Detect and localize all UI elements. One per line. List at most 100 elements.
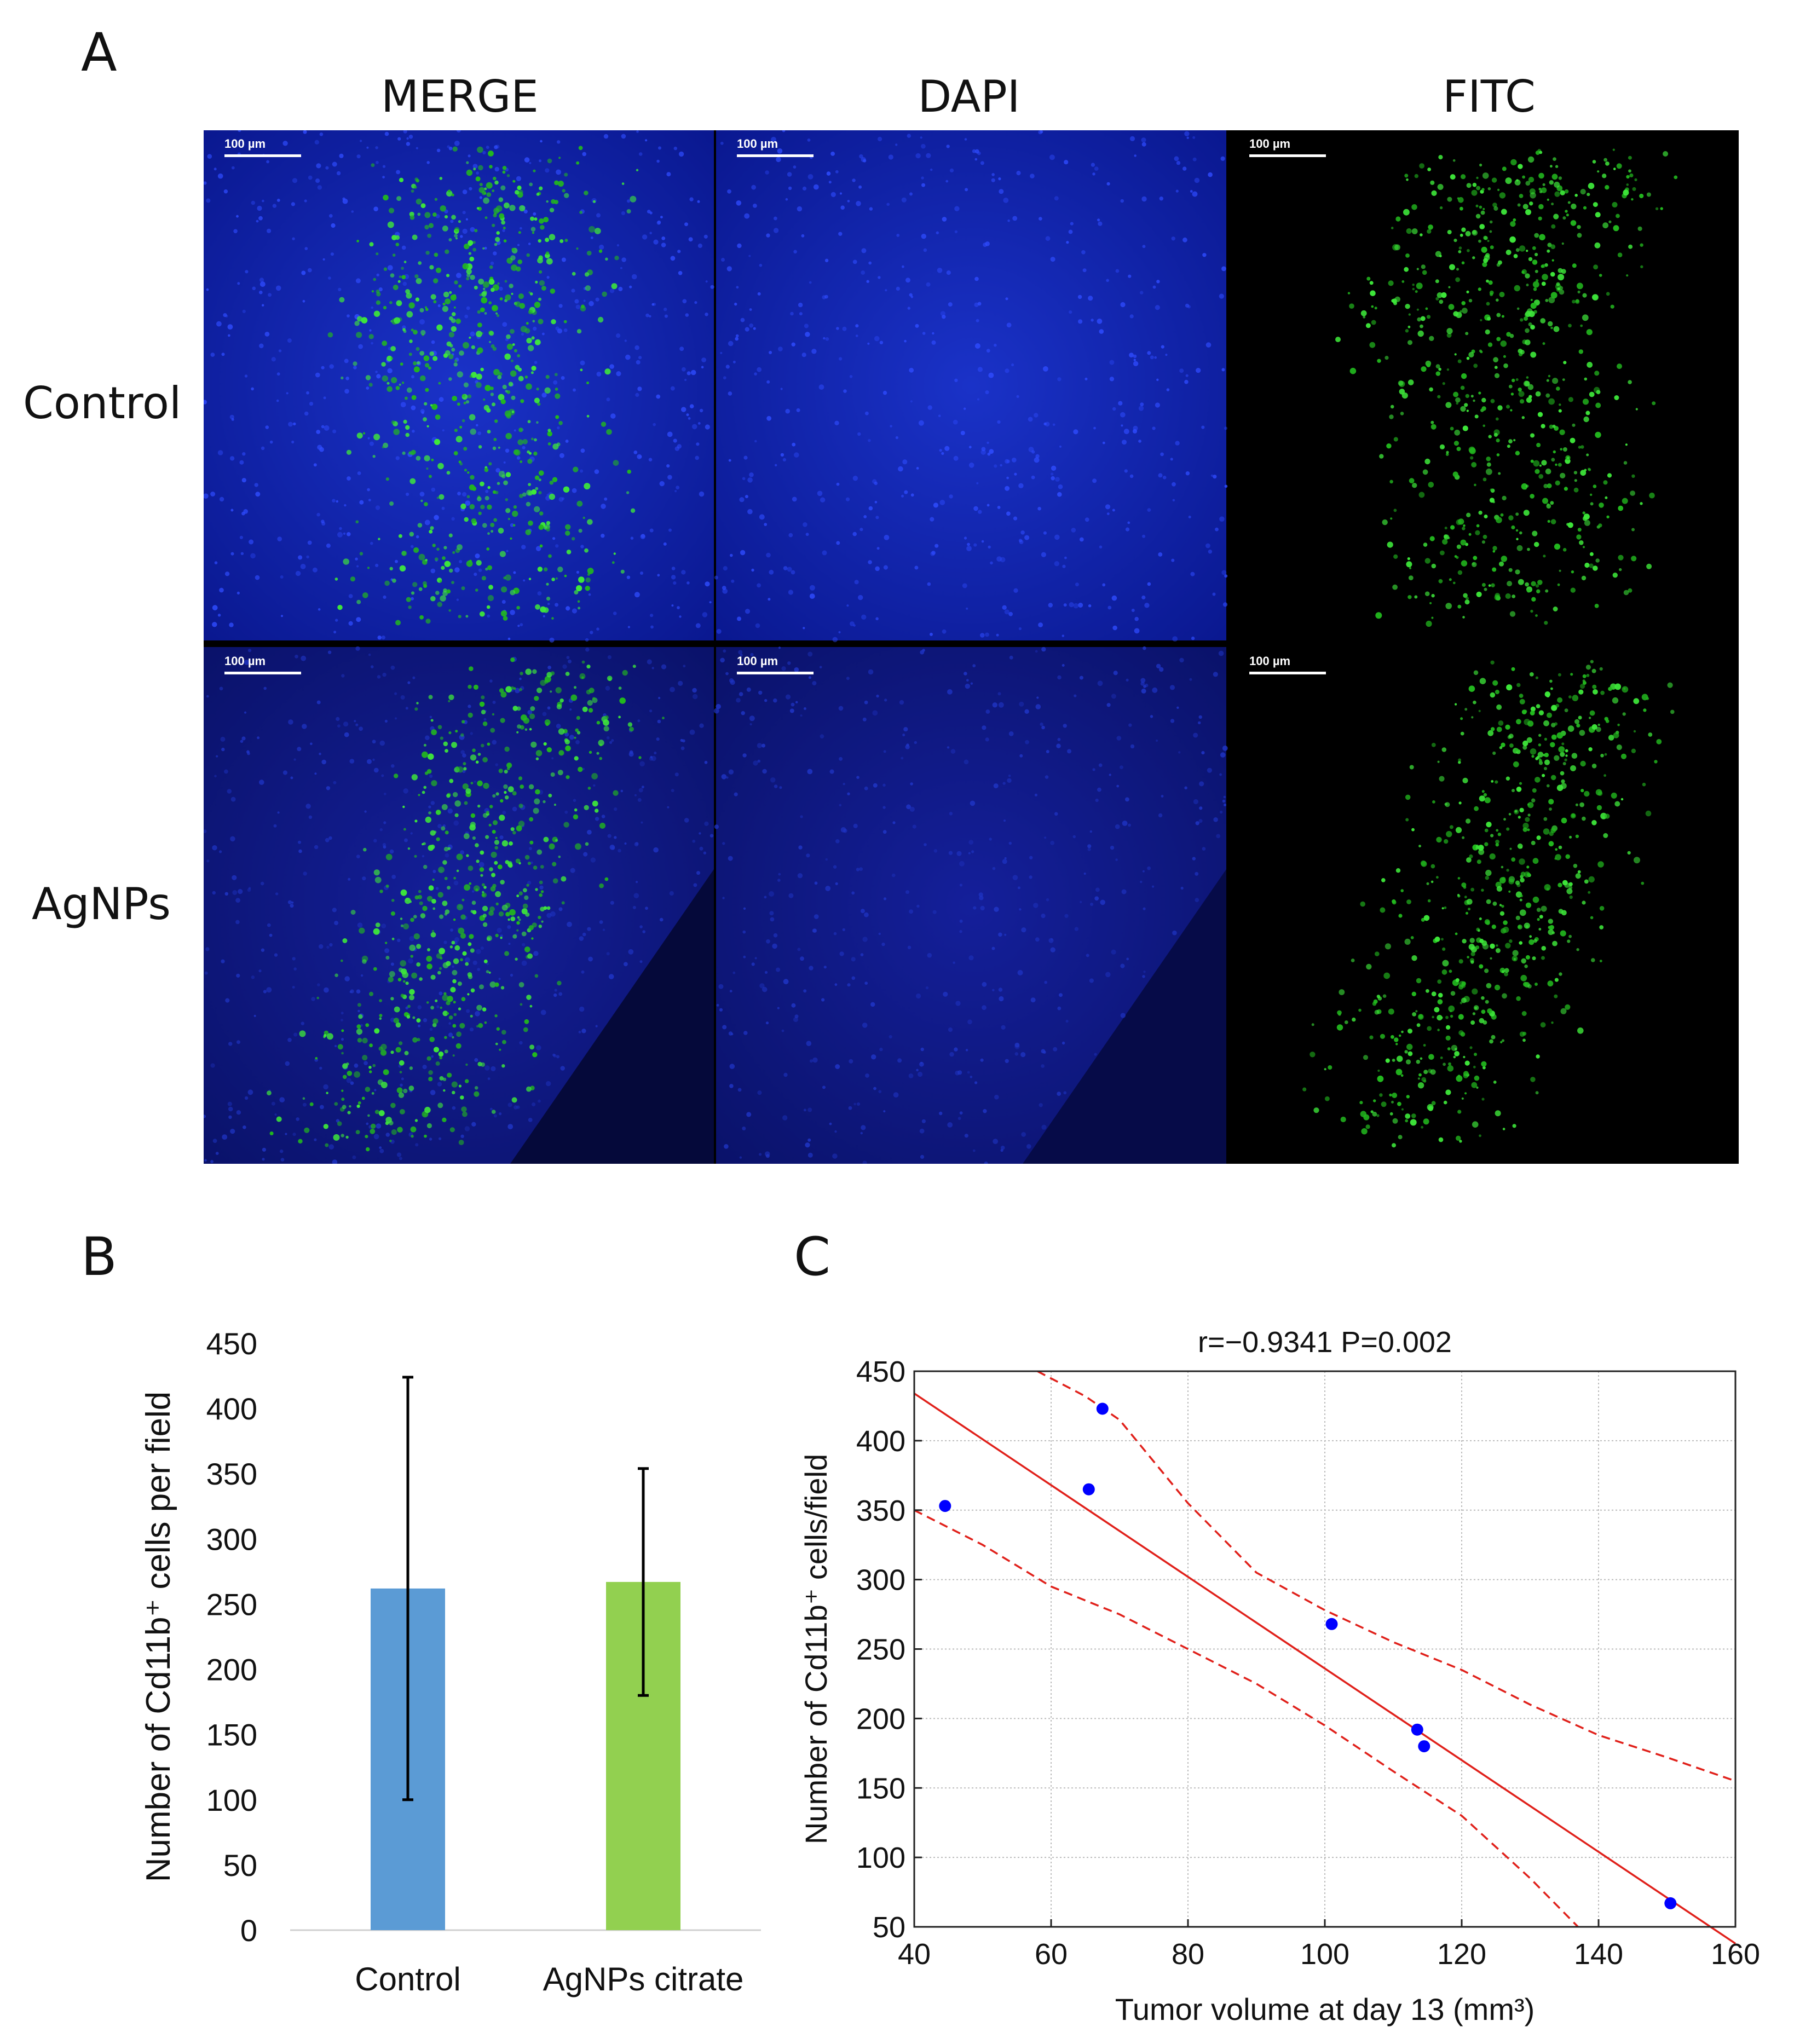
- fitc-cell: [1414, 595, 1418, 599]
- nucleus: [306, 555, 309, 559]
- nucleus: [240, 740, 244, 743]
- nucleus: [331, 223, 336, 228]
- nucleus: [976, 482, 979, 484]
- fitc-cell: [1527, 547, 1530, 551]
- fitc-cell: [457, 544, 463, 550]
- nucleus: [371, 306, 373, 309]
- nucleus: [634, 345, 639, 350]
- fitc-cell: [1417, 330, 1424, 337]
- fitc-cell: [1637, 226, 1642, 231]
- fitc-cell: [349, 1105, 351, 1108]
- fitc-cell: [1557, 287, 1560, 291]
- fitc-cell: [1461, 174, 1466, 180]
- fitc-cell: [431, 899, 436, 904]
- nucleus: [385, 1133, 390, 1137]
- nucleus: [974, 149, 979, 154]
- panel-c-scatter-plot: r=−0.9341 P=0.002 40 60 80 100 120 140 1605010…: [799, 1326, 1760, 2026]
- nucleus: [1002, 782, 1006, 785]
- nucleus: [728, 856, 733, 861]
- fitc-cell: [504, 280, 507, 283]
- nucleus: [633, 893, 639, 898]
- fitc-cell: [1439, 299, 1444, 304]
- nucleus: [805, 533, 809, 536]
- nucleus: [726, 266, 732, 272]
- nucleus: [1125, 527, 1130, 532]
- nucleus: [1055, 477, 1060, 482]
- fitc-cell: [432, 544, 436, 547]
- nucleus: [944, 446, 950, 451]
- nucleus: [966, 679, 969, 682]
- nucleus: [1158, 552, 1163, 557]
- nucleus: [561, 376, 565, 380]
- fitc-cell: [1457, 893, 1460, 897]
- fitc-cell: [555, 687, 562, 694]
- fitc-cell: [470, 754, 477, 761]
- nucleus: [236, 1040, 240, 1044]
- nucleus: [743, 455, 748, 460]
- nucleus: [970, 800, 976, 806]
- fitc-cell: [1518, 388, 1522, 392]
- nucleus: [576, 570, 579, 574]
- nucleus: [265, 425, 269, 429]
- nucleus: [603, 134, 609, 139]
- fitc-cell: [1370, 1110, 1374, 1113]
- nucleus: [684, 378, 687, 382]
- fitc-cell: [1313, 1107, 1319, 1113]
- fitc-cell: [396, 196, 402, 201]
- fitc-cell: [454, 227, 460, 232]
- fitc-cell: [1423, 1044, 1426, 1047]
- fitc-cell: [511, 264, 517, 271]
- fitc-cell: [1360, 901, 1365, 907]
- fitc-cell: [1475, 530, 1480, 535]
- fitc-cell: [559, 239, 564, 243]
- fitc-cell: [423, 355, 430, 361]
- nucleus: [872, 710, 878, 716]
- fitc-cell: [576, 585, 582, 592]
- nucleus: [745, 495, 748, 499]
- fitc-cell: [1427, 899, 1431, 903]
- fitc-cell: [1458, 801, 1462, 805]
- fitc-cell: [454, 429, 458, 432]
- fitc-cell: [578, 146, 583, 151]
- fitc-cell: [413, 933, 420, 940]
- fitc-cell: [470, 822, 476, 828]
- nucleus: [742, 1127, 746, 1130]
- nucleus: [406, 137, 409, 140]
- fitc-cell: [1446, 451, 1449, 454]
- panel-label-b: B: [81, 1226, 117, 1287]
- fitc-cell: [1591, 668, 1596, 673]
- nucleus: [422, 855, 424, 858]
- fitc-cell: [1466, 597, 1469, 601]
- fitc-cell: [1562, 216, 1566, 220]
- fitc-cell: [452, 1090, 455, 1095]
- nucleus: [566, 656, 570, 660]
- fitc-cell: [1616, 163, 1622, 169]
- nucleus: [356, 154, 361, 159]
- nucleus: [649, 757, 654, 761]
- fitc-cell: [557, 770, 563, 776]
- fitc-cell: [530, 706, 535, 711]
- nucleus: [915, 324, 919, 328]
- fitc-cell: [592, 800, 598, 807]
- fitc-cell: [1623, 687, 1626, 690]
- nucleus: [457, 492, 461, 496]
- fitc-cell: [1656, 739, 1662, 744]
- fitc-cell: [1537, 412, 1543, 417]
- nucleus: [533, 326, 537, 331]
- nucleus: [645, 313, 649, 317]
- fitc-cell: [1503, 363, 1508, 368]
- fitc-cell: [1417, 1014, 1424, 1020]
- nucleus: [806, 1041, 812, 1046]
- fitc-cell: [1435, 297, 1439, 301]
- nucleus: [261, 948, 265, 952]
- fitc-cell: [451, 312, 456, 316]
- fitc-cell: [480, 505, 485, 510]
- nucleus: [210, 1063, 215, 1068]
- nucleus: [791, 342, 795, 347]
- fitc-cell: [1470, 887, 1475, 892]
- fitc-cell: [1450, 426, 1454, 431]
- fitc-cell: [1458, 761, 1461, 764]
- nucleus: [568, 659, 572, 663]
- fitc-cell: [1393, 509, 1397, 512]
- fitc-cell: [408, 605, 412, 609]
